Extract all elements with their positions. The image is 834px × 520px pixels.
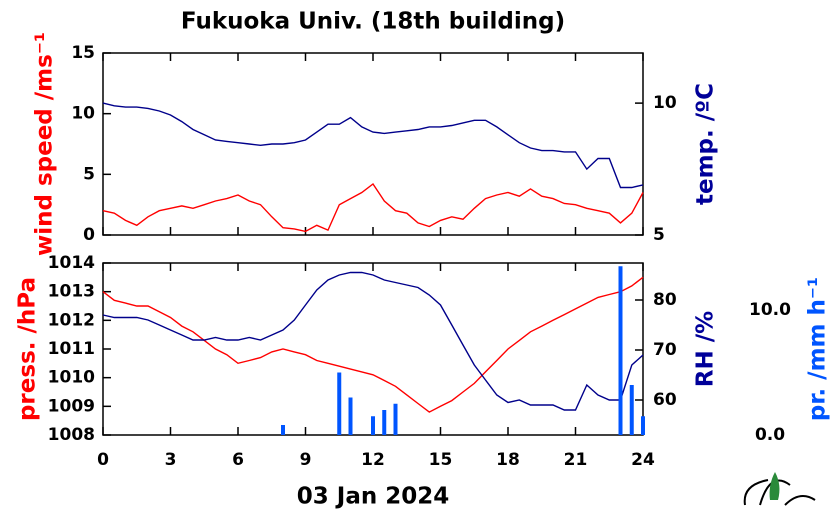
series-line: [102, 276, 644, 413]
series-line: [102, 182, 644, 233]
y-tick-label: 5: [83, 164, 95, 184]
precip-bar: [382, 410, 387, 435]
y-tick-label: 0: [83, 225, 95, 245]
y-axis-label: press. /hPa: [15, 277, 41, 421]
chart-title: Fukuoka Univ. (18th building): [181, 9, 565, 35]
series-line: [102, 102, 644, 189]
y-tick-label: 1013: [48, 282, 95, 302]
precip-bar: [281, 425, 285, 435]
precip-bar: [348, 397, 353, 435]
x-tick-label: 18: [496, 450, 520, 470]
x-tick-label: 24: [631, 450, 655, 470]
precip-bar: [337, 372, 342, 435]
x-tick-label: 3: [165, 450, 177, 470]
y2-tick-label: 10: [653, 93, 677, 113]
y2-tick-label: 5: [653, 225, 665, 245]
y-tick-label: 15: [71, 43, 95, 63]
x-tick-label: 0: [97, 450, 109, 470]
y3-tick-label: 10.0: [749, 300, 791, 320]
y-tick-label: 1011: [48, 339, 95, 359]
x-tick-label: 21: [564, 450, 588, 470]
precip-bar: [629, 385, 634, 435]
y3-axis-label: pr. /mm h⁻¹: [805, 277, 831, 421]
plot-frame: [102, 52, 644, 236]
precip-bar: [641, 416, 645, 435]
y-tick-label: 10: [71, 104, 95, 124]
y-tick-label: 1010: [48, 368, 95, 388]
precip-bar: [618, 266, 623, 435]
x-tick-label: 9: [300, 450, 312, 470]
y3-tick-label: 0.0: [755, 425, 785, 445]
x-tick-label: 6: [232, 450, 244, 470]
y-tick-label: 1014: [48, 253, 95, 273]
y2-tick-label: 80: [653, 290, 677, 310]
series-line: [102, 271, 644, 411]
x-tick-label: 15: [429, 450, 453, 470]
y-tick-label: 1008: [48, 425, 95, 445]
y-tick-label: 1012: [48, 310, 95, 330]
y-tick-label: 1009: [48, 396, 95, 416]
y2-axis-label: temp. /ºC: [693, 83, 719, 205]
x-tick-label: 12: [361, 450, 385, 470]
precip-bar: [393, 403, 398, 435]
logo: [743, 472, 816, 506]
precip-bar: [371, 416, 375, 435]
y-axis-label: wind speed /ms⁻¹: [32, 32, 58, 256]
y2-tick-label: 70: [653, 340, 677, 360]
y2-axis-label: RH /%: [693, 311, 719, 387]
x-axis-label: 03 Jan 2024: [297, 484, 450, 510]
y2-tick-label: 60: [653, 390, 677, 410]
